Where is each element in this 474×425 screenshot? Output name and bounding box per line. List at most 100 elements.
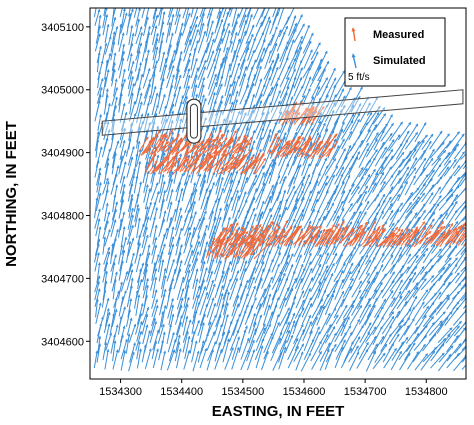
- simulated-vector: [443, 257, 458, 274]
- simulated-vector: [207, 224, 217, 248]
- simulated-vector: [152, 206, 158, 228]
- simulated-vector: [356, 211, 367, 229]
- simulated-vector: [301, 267, 313, 291]
- simulated-vector: [319, 312, 331, 335]
- y-axis-title: NORTHING, IN FEET: [3, 121, 20, 267]
- simulated-vector: [373, 298, 387, 318]
- simulated-vector: [205, 31, 214, 54]
- simulated-vector: [141, 344, 147, 363]
- simulated-vector: [208, 216, 217, 239]
- simulated-vector: [184, 335, 191, 360]
- simulated-vector: [319, 348, 330, 371]
- simulated-vector: [231, 255, 240, 280]
- simulated-vector: [143, 206, 149, 228]
- simulated-vector: [261, 350, 269, 371]
- simulated-vector: [101, 289, 107, 308]
- simulated-vector: [436, 294, 450, 310]
- simulated-vector: [406, 332, 420, 352]
- simulated-vector: [197, 210, 207, 230]
- simulated-vector: [334, 290, 345, 309]
- simulated-vector: [460, 246, 466, 255]
- x-axis-ticks: 1534300 1534400 1534500 1534600 1534700 15348…: [99, 379, 448, 398]
- simulated-vector: [160, 227, 169, 249]
- simulated-vector: [208, 199, 218, 220]
- simulated-vector: [341, 202, 353, 220]
- simulated-vector: [207, 210, 214, 231]
- simulated-vector: [351, 210, 362, 230]
- simulated-vector: [104, 307, 110, 328]
- simulated-vector: [348, 345, 359, 363]
- simulated-vector: [175, 259, 183, 281]
- simulated-vector: [335, 317, 346, 336]
- simulated-vector: [174, 214, 183, 237]
- simulated-vector: [325, 245, 336, 265]
- simulated-vector: [421, 218, 435, 238]
- simulated-vector: [118, 199, 125, 219]
- simulated-vector: [308, 198, 319, 220]
- simulated-vector: [95, 302, 102, 324]
- simulated-vector: [444, 245, 458, 263]
- simulated-vector: [120, 226, 126, 246]
- simulated-vector: [310, 340, 322, 362]
- simulated-vector: [357, 331, 370, 352]
- simulated-vector: [326, 314, 339, 334]
- simulated-vector: [398, 210, 413, 229]
- simulated-vector: [301, 261, 312, 284]
- simulated-vector: [382, 114, 393, 133]
- simulated-vector: [301, 24, 310, 44]
- simulated-vector: [357, 200, 370, 222]
- simulated-vector: [183, 231, 192, 254]
- simulated-vector: [184, 192, 194, 213]
- simulated-vector: [254, 314, 263, 336]
- simulated-vector: [167, 236, 175, 256]
- simulated-vector: [399, 253, 412, 274]
- simulated-vector: [302, 252, 312, 274]
- simulated-vector: [317, 190, 329, 212]
- simulated-vector: [311, 253, 322, 274]
- simulated-vector: [437, 245, 452, 263]
- simulated-vector: [389, 310, 401, 328]
- simulated-vector: [326, 209, 337, 228]
- y-axis-ticks: 3404600 3404700 3404800 3404900 3405000 34051…: [41, 22, 90, 348]
- simulated-vector: [190, 251, 199, 272]
- simulated-vector: [324, 272, 334, 292]
- simulated-vector: [350, 131, 363, 152]
- simulated-vector: [340, 237, 351, 255]
- simulated-vector: [462, 337, 466, 344]
- simulated-vector: [413, 209, 426, 229]
- simulated-vector: [412, 192, 426, 210]
- simulated-vector: [119, 190, 125, 211]
- simulated-vector: [207, 341, 217, 362]
- simulated-vector: [340, 325, 352, 343]
- simulated-vector: [405, 326, 419, 344]
- simulated-vector: [383, 347, 397, 369]
- simulated-vector: [420, 157, 434, 177]
- simulated-vector: [263, 332, 273, 353]
- simulated-vector: [381, 202, 393, 220]
- simulated-vector: [461, 216, 466, 222]
- simulated-vector: [167, 331, 175, 353]
- simulated-vector: [381, 263, 396, 281]
- simulated-vector: [387, 219, 400, 237]
- x-tick-label: 1534600: [283, 386, 326, 398]
- simulated-vector: [141, 313, 149, 335]
- simulated-vector: [285, 185, 296, 204]
- simulated-vector: [160, 304, 167, 328]
- simulated-vector: [94, 160, 100, 178]
- simulated-vector: [205, 270, 214, 291]
- simulated-vector: [407, 351, 420, 370]
- simulated-vector: [391, 264, 405, 284]
- simulated-vector: [326, 332, 337, 352]
- simulated-vector: [149, 267, 158, 291]
- simulated-vector: [373, 210, 384, 230]
- simulated-vector: [199, 291, 209, 316]
- simulated-vector: [223, 196, 233, 222]
- simulated-vector: [117, 218, 123, 238]
- simulated-vector: [102, 261, 109, 283]
- simulated-vector: [102, 280, 108, 301]
- simulated-vector: [165, 216, 173, 240]
- simulated-vector: [197, 313, 206, 336]
- simulated-vector: [142, 277, 149, 299]
- simulated-vector: [247, 266, 256, 290]
- simulated-vector: [302, 320, 312, 342]
